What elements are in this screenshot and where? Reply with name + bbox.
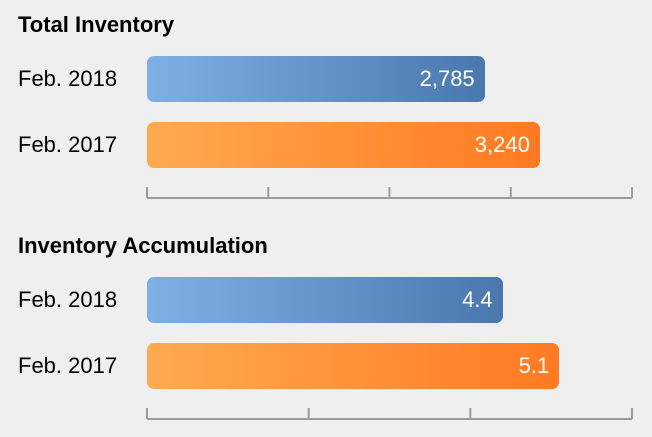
- chart-title: Total Inventory: [18, 12, 175, 37]
- bar: 4.4: [147, 277, 503, 323]
- category-label: Feb. 2017: [18, 132, 118, 157]
- data-label: 3,240: [474, 132, 530, 157]
- data-label: 2,785: [419, 66, 475, 91]
- chart-panel-1: Inventory Accumulation Feb. 2018 4.4 Feb. 2…: [0, 233, 652, 423]
- bar: 3,240: [147, 122, 540, 168]
- x-axis: [146, 187, 633, 199]
- x-axis: [146, 408, 633, 420]
- category-label: Feb. 2017: [18, 353, 118, 378]
- chart-panel-0: Total Inventory Feb. 2018 2,785 Feb. 2017 3,…: [0, 12, 652, 202]
- bar: 5.1: [147, 343, 560, 389]
- chart-title: Inventory Accumulation: [18, 233, 268, 258]
- bar: 2,785: [147, 56, 485, 102]
- category-label: Feb. 2018: [18, 66, 118, 91]
- data-label: 4.4: [462, 287, 493, 312]
- data-label: 5.1: [518, 353, 550, 378]
- category-label: Feb. 2018: [18, 287, 118, 312]
